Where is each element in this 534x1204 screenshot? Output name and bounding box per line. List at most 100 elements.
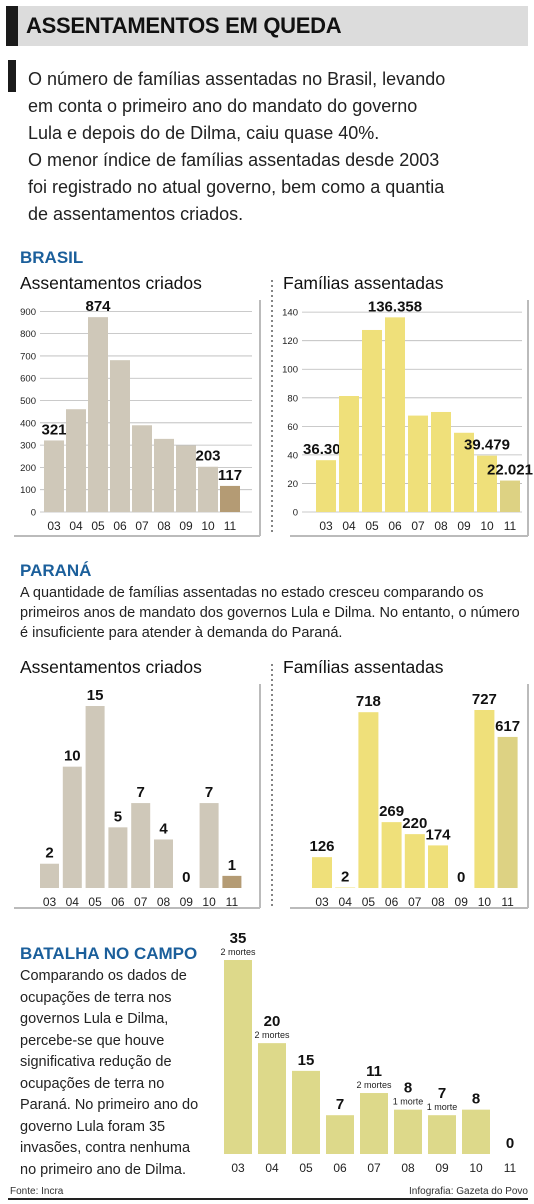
parana-description-line: é insuficiente para atender à demanda do… <box>20 625 343 641</box>
batalha-category-label: 10 <box>469 1161 483 1175</box>
parana-assentamentos-category-label: 08 <box>157 895 171 909</box>
brasil-assentamentos-bar-03 <box>44 440 64 512</box>
brasil-assentamentos-value-label: 117 <box>218 467 242 484</box>
parana-section-title: PARANÁ <box>20 561 92 580</box>
parana-description-line: A quantidade de famílias assentadas no e… <box>20 585 484 601</box>
intro-accent-line <box>8 60 16 92</box>
batalha-value-label: 8 <box>404 1080 412 1097</box>
brasil-assentamentos-category-label: 08 <box>157 519 171 533</box>
parana-assentamentos-bar-06 <box>108 827 128 888</box>
parana-familias-category-label: 08 <box>431 895 445 909</box>
brasil-assentamentos-bar-09 <box>176 445 196 512</box>
parana-familias-bar-06 <box>381 822 402 888</box>
batalha-value-label: 15 <box>298 1052 315 1069</box>
brasil-familias-bar-08 <box>431 411 451 512</box>
brasil-familias-subtitle: Famílias assentadas <box>283 273 444 293</box>
batalha-deaths-label: 2 mortes <box>356 1080 392 1090</box>
brasil-section-title: BRASIL <box>20 248 84 267</box>
page-title: ASSENTAMENTOS EM QUEDA <box>26 13 342 38</box>
batalha-bar-08 <box>394 1109 422 1154</box>
batalha-description-line: Comparando os dados de <box>20 968 187 984</box>
brasil-assentamentos-bar-05 <box>88 317 108 512</box>
header-bar <box>6 6 528 46</box>
batalha-value-label: 11 <box>366 1063 382 1080</box>
intro-line: em conta o primeiro ano do mandato do go… <box>28 96 418 116</box>
parana-familias-value-label: 718 <box>356 693 381 710</box>
brasil-assentamentos-value-label: 321 <box>41 421 66 438</box>
batalha-description: Comparando os dados de ocupações de terr… <box>20 966 216 1181</box>
brasil-assentamentos-category-label: 05 <box>91 519 105 533</box>
brasil-assentamentos-bar-11 <box>220 485 240 512</box>
parana-assentamentos-value-label: 10 <box>64 748 81 765</box>
batalha-value-label: 0 <box>506 1135 514 1152</box>
parana-familias-category-label: 04 <box>339 895 353 909</box>
batalha-description-line: no primeiro ano de Dilma. <box>20 1161 187 1178</box>
brasil-assentamentos-ytick-label: 800 <box>20 329 36 340</box>
brasil-familias-value-label: 136.358 <box>368 298 422 315</box>
batalha-bar-10 <box>462 1109 490 1154</box>
brasil-familias-category-label: 10 <box>480 519 494 533</box>
brasil-familias-category-label: 11 <box>504 519 517 533</box>
batalha-value-label: 7 <box>336 1096 344 1113</box>
parana-assentamentos-category-label: 04 <box>66 895 80 909</box>
brasil-familias-ytick-label: 60 <box>287 422 298 433</box>
brasil-familias-value-label: 39.479 <box>464 437 510 454</box>
brasil-familias-ytick-label: 100 <box>282 365 298 376</box>
brasil-familias-value-label: 36.301 <box>303 441 349 458</box>
parana-assentamentos-value-label: 2 <box>45 845 53 862</box>
batalha-bar-03 <box>224 960 252 1154</box>
brasil-familias-category-label: 03 <box>319 519 333 533</box>
brasil-familias-bar-04 <box>339 396 359 512</box>
parana-familias-value-label: 2 <box>341 869 349 886</box>
parana-assentamentos-value-label: 7 <box>137 784 145 801</box>
brasil-familias-value-label: 22.021 <box>487 462 533 479</box>
parana-familias-value-label: 220 <box>402 815 427 832</box>
parana-familias-bar-07 <box>404 834 425 888</box>
parana-assentamentos-subtitle: Assentamentos criados <box>20 657 202 677</box>
batalha-category-label: 09 <box>435 1161 449 1175</box>
parana-assentamentos-bar-03 <box>40 863 59 888</box>
parana-assentamentos-bar-11 <box>222 875 242 888</box>
header-accent <box>6 6 18 46</box>
intro-line: O número de famílias assentadas no Brasi… <box>28 69 446 89</box>
footer-credit: Infografia: Gazeta do Povo <box>409 1186 528 1197</box>
parana-assentamentos-category-label: 10 <box>202 895 216 909</box>
brasil-assentamentos-chart: 0 100 200 300 400 500 600 700 800 900 03 321 04 05 874… <box>20 298 252 533</box>
brasil-assentamentos-category-label: 04 <box>69 519 83 533</box>
intro-line: Lula e depois do de Dilma, caiu quase 40… <box>28 123 380 143</box>
footer-line <box>8 1198 528 1200</box>
brasil-assentamentos-ytick-label: 900 <box>20 307 36 318</box>
batalha-deaths-label: 1 morte <box>393 1097 424 1107</box>
batalha-category-label: 08 <box>401 1161 415 1175</box>
batalha-bar-06 <box>326 1115 354 1154</box>
brasil-assentamentos-value-label: 874 <box>85 298 111 315</box>
brasil-assentamentos-bar-10 <box>198 466 218 512</box>
parana-assentamentos-category-label: 09 <box>180 895 194 909</box>
brasil-familias-bar-07 <box>408 415 428 512</box>
brasil-familias-ytick-label: 140 <box>282 308 298 319</box>
batalha-category-label: 06 <box>333 1161 347 1175</box>
batalha-description-line: governos Lula e Dilma, <box>20 1011 169 1027</box>
brasil-assentamentos-category-label: 07 <box>135 519 149 533</box>
parana-assentamentos-category-label: 05 <box>88 895 102 909</box>
batalha-bar-09 <box>428 1115 456 1154</box>
parana-assentamentos-category-label: 11 <box>226 895 239 909</box>
parana-familias-value-label: 126 <box>309 838 334 855</box>
brasil-assentamentos-bar-04 <box>66 409 86 512</box>
parana-description: A quantidade de famílias assentadas no e… <box>20 583 530 643</box>
parana-assentamentos-category-label: 06 <box>111 895 125 909</box>
brasil-assentamentos-category-label: 10 <box>201 519 215 533</box>
parana-familias-value-label: 174 <box>425 826 451 843</box>
brasil-familias-ytick-label: 120 <box>282 336 298 347</box>
parana-familias-chart: 03 126 04 2 05 718 06 269 07 220 08 174 09 0 10 727 11 61… <box>309 691 520 909</box>
intro-line: de assentamentos criados. <box>28 204 244 224</box>
parana-assentamentos-bar-04 <box>62 766 82 888</box>
batalha-description-line: ocupações de terra nos <box>20 989 172 1006</box>
batalha-description-line: significativa redução de <box>20 1054 172 1070</box>
brasil-assentamentos-ytick-label: 100 <box>20 485 36 496</box>
parana-familias-category-label: 09 <box>455 895 469 909</box>
parana-assentamentos-value-label: 7 <box>205 784 213 801</box>
parana-familias-value-label: 617 <box>495 718 520 735</box>
brasil-assentamentos-category-label: 09 <box>179 519 193 533</box>
